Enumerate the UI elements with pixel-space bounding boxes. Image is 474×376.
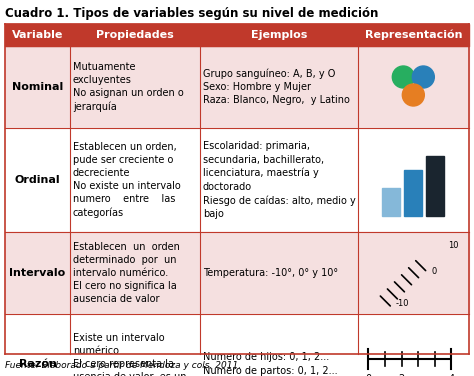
Text: Temperatura: -10°, 0° y 10°: Temperatura: -10°, 0° y 10°	[203, 268, 338, 278]
Bar	[5, 314, 469, 376]
Text: 2: 2	[398, 374, 405, 376]
Text: 10: 10	[448, 241, 459, 250]
Text: Grupo sanguíneo: A, B, y O
Sexo: Hombre y Mujer
Raza: Blanco, Negro,  y Latino: Grupo sanguíneo: A, B, y O Sexo: Hombre …	[203, 68, 350, 105]
Text: -10: -10	[395, 299, 409, 308]
Bar	[5, 24, 469, 46]
Text: Establecen un orden,
pude ser creciente o
decreciente
No existe un intervalo
num: Establecen un orden, pude ser creciente …	[73, 142, 181, 218]
Bar	[5, 46, 469, 128]
Text: Variable: Variable	[12, 30, 63, 40]
Ellipse shape	[412, 66, 434, 88]
Text: Fuente: Elaborado a partir de Mendoza y cols, 2011.: Fuente: Elaborado a partir de Mendoza y …	[5, 361, 241, 370]
Text: Mutuamente
excluyentes
No asignan un orden o
jerarquía: Mutuamente excluyentes No asignan un ord…	[73, 62, 184, 112]
Text: Ordinal: Ordinal	[15, 175, 60, 185]
Text: Nominal: Nominal	[12, 82, 63, 92]
Text: Ejemplos: Ejemplos	[251, 30, 307, 40]
Text: Cuadro 1. Tipos de variables según su nivel de medición: Cuadro 1. Tipos de variables según su ni…	[5, 6, 378, 20]
Text: Numero de hijos: 0, 1, 2...
Numero de partos: 0, 1, 2...: Numero de hijos: 0, 1, 2... Numero de pa…	[203, 352, 337, 376]
Text: Intervalo: Intervalo	[9, 268, 65, 278]
Bar	[5, 232, 469, 314]
Ellipse shape	[392, 66, 414, 88]
Bar	[426, 156, 444, 216]
Text: Representación: Representación	[365, 30, 462, 40]
Bar	[383, 188, 401, 216]
Bar	[5, 128, 469, 232]
Text: 0: 0	[431, 267, 437, 276]
Text: Razón: Razón	[18, 359, 56, 369]
Bar	[404, 170, 422, 216]
Text: Propiedades: Propiedades	[96, 30, 174, 40]
Text: Existe un intervalo
numérico
El cero representa la
usencia de valor, es un
cero : Existe un intervalo numérico El cero rep…	[73, 333, 186, 376]
Text: 0: 0	[365, 374, 372, 376]
Text: 4: 4	[448, 374, 455, 376]
Text: Escolaridad: primaria,
secundaria, bachillerato,
licenciatura, maestría y
doctor: Escolaridad: primaria, secundaria, bachi…	[203, 141, 356, 219]
Ellipse shape	[402, 84, 424, 106]
Text: Establecen  un  orden
determinado  por  un
intervalo numérico.
El cero no signif: Establecen un orden determinado por un i…	[73, 242, 180, 305]
